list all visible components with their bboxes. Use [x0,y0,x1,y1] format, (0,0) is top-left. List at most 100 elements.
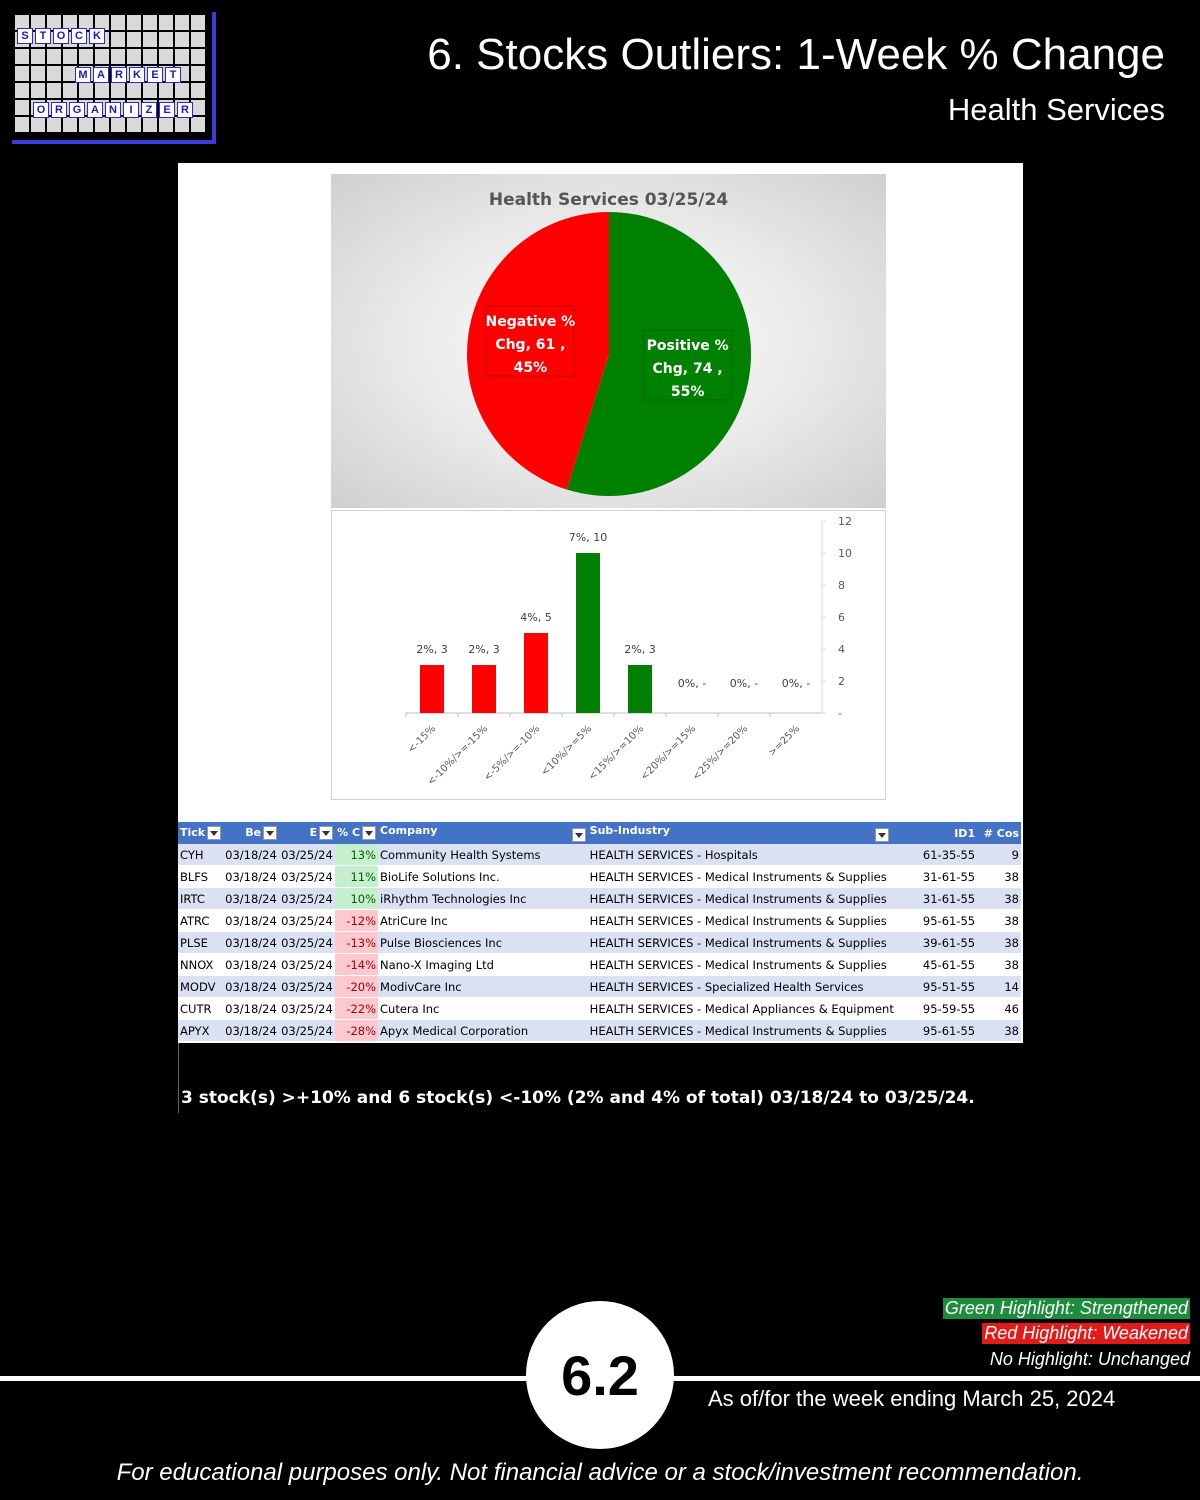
logo-letter: R [51,102,67,118]
filter-dropdown-icon[interactable] [571,828,586,842]
pie-label-box [485,305,575,377]
logo-grid-cell [127,83,141,98]
bar-data-label: 0%, - [730,677,758,690]
legend-strengthened: Green Highlight: Strengthened [942,1298,1190,1319]
logo-grid-cell [111,83,125,98]
x-tick-label: >=25% [767,723,802,758]
table-cell: PLSE [178,931,224,954]
table-cell: Nano-X Imaging Ltd [378,953,588,976]
bar-chart-area: -2 4 6 8 10 12 2%, 3 <-15% 2%, 3 <-10%/>=-15% 4%, … [331,510,886,800]
table-cell: 03/25/24 [279,931,336,954]
pie-label-negative: Negative % Chg, 61 , 45% [485,305,575,377]
x-tick-label: <-15% [406,723,438,755]
table-cell: HEALTH SERVICES - Medical Instruments & … [587,931,921,954]
table-row: BLFS 03/18/24 03/25/24 11% BioLife Solutions… [178,865,1021,888]
summary-text: 3 stock(s) >+10% and 6 stock(s) <-10% (2… [181,1088,975,1108]
logo-letter: O [53,28,69,44]
table-cell: 03/25/24 [279,1019,336,1042]
table-cell: 03/18/24 [223,931,280,954]
column-header-num-cos[interactable]: # Cos [977,822,1021,844]
column-header-begin[interactable]: Be [223,822,280,844]
divider-line [178,1043,179,1113]
logo-grid-cell [63,49,77,64]
table-header-row: Tick Be E % C Company Sub-Industry ID1 #… [178,822,1021,844]
logo-letter: A [87,102,103,118]
filter-dropdown-icon[interactable] [874,828,889,842]
stock-market-organizer-logo: S T O C K M A R K E T O R G A N I Z E R [12,12,216,144]
table-cell: -28% [335,1019,379,1042]
logo-grid-cell [63,15,77,30]
logo-grid-cell [47,49,61,64]
table-cell: 03/18/24 [223,887,280,910]
column-header-company[interactable]: Company [378,822,588,844]
logo-grid-cell [95,117,109,132]
pie-label-box [643,329,733,401]
table-cell: 95-51-55 [920,975,978,998]
table-cell: 03/25/24 [279,865,336,888]
logo-word-stock: S T O C K [16,28,106,44]
pie-label-text: Chg, 74 , [653,361,723,377]
logo-grid-cell [79,83,93,98]
table-cell: MODV [178,975,224,998]
logo-grid-cell [79,15,93,30]
disclaimer: For educational purposes only. Not finan… [116,1459,1084,1486]
logo-letter: K [89,28,105,44]
table-row: MODV 03/18/24 03/25/24 -20% ModivCare Inc HEA… [178,975,1021,998]
x-tick-label: <10%/>=5% [539,723,594,778]
pie-label-text: Chg, 61 , [495,337,565,353]
column-header-ticker[interactable]: Tick [178,822,224,844]
table-cell: 03/18/24 [223,953,280,976]
logo-grid-cell [15,117,29,132]
table-cell: 11% [335,865,379,888]
logo-grid-cell [63,117,77,132]
x-tick-label: <20%/>=15% [639,723,698,782]
logo-grid-cell [191,100,205,115]
y-tick-label: - [838,707,842,720]
logo-grid-cell [15,83,29,98]
logo-grid-cell [47,15,61,30]
table-cell: Community Health Systems [378,844,588,866]
bar-data-label: 2%, 3 [468,643,499,656]
logo-grid-cell [191,32,205,47]
logo-word-organizer: O R G A N I Z E R [32,102,194,118]
table-cell: 38 [977,909,1021,932]
y-tick-label: 2 [838,675,845,688]
table-cell: 03/18/24 [223,865,280,888]
filter-dropdown-icon[interactable] [207,826,222,840]
logo-grid-cell [175,117,189,132]
table-cell: HEALTH SERVICES - Medical Instruments & … [587,909,921,932]
logo-grid-cell [47,66,61,81]
legend-weakened: Red Highlight: Weakened [982,1323,1190,1344]
bar [524,633,548,713]
logo-grid-cell [159,15,173,30]
table-row: APYX 03/18/24 03/25/24 -28% Apyx Medical Cor… [178,1019,1021,1042]
table-cell: 10% [335,887,379,910]
table-cell: 95-61-55 [920,1019,978,1042]
table-cell: Pulse Biosciences Inc [378,931,588,954]
logo-letter: K [129,67,145,83]
column-header-sub-industry[interactable]: Sub-Industry [587,822,921,844]
logo-grid-cell [63,83,77,98]
bar-data-label: 2%, 3 [624,643,655,656]
column-header-pct-change[interactable]: % C [335,822,379,844]
filter-dropdown-icon[interactable] [362,826,377,840]
logo-letter: S [17,28,33,44]
column-header-end[interactable]: E [279,822,336,844]
bar-data-label: 0%, - [678,677,706,690]
table-cell: 03/25/24 [279,887,336,910]
logo-grid-cell [191,117,205,132]
table-cell: HEALTH SERVICES - Specialized Health Ser… [587,975,921,998]
table-cell: HEALTH SERVICES - Medical Instruments & … [587,865,921,888]
logo-grid-cell [143,83,157,98]
outliers-table: Tick Be E % C Company Sub-Industry ID1 #… [178,822,1021,1042]
logo-grid-cell [79,49,93,64]
logo-grid-cell [63,66,77,81]
logo-grid-cell [95,83,109,98]
filter-dropdown-icon[interactable] [263,826,278,840]
logo-grid-cell [47,117,61,132]
page-subtitle: Health Services [947,92,1165,127]
column-header-id1[interactable]: ID1 [920,822,978,844]
table-cell: 9 [977,844,1021,866]
filter-dropdown-icon[interactable] [319,826,334,840]
table-cell: HEALTH SERVICES - Medical Instruments & … [587,953,921,976]
